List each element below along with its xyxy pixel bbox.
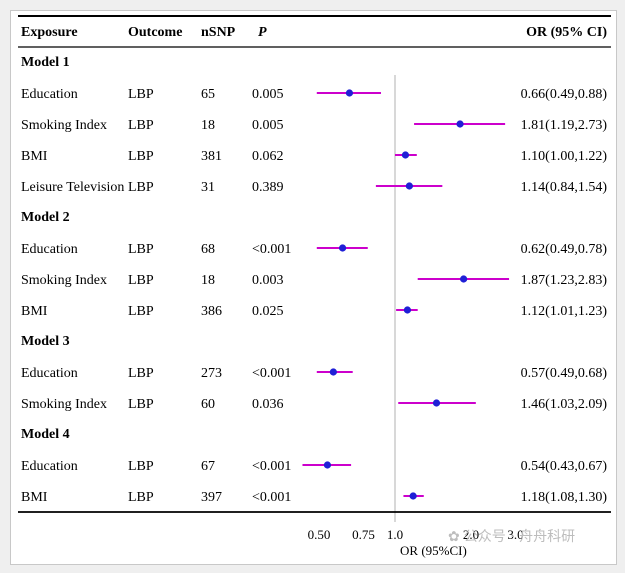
or-ci-label: 1.18(1.08,1.30) — [521, 490, 608, 505]
outcome-cell: LBP — [128, 304, 154, 319]
exposure-cell: Smoking Index — [21, 273, 107, 288]
header-exposure: Exposure — [21, 25, 78, 40]
p-cell: 0.005 — [252, 118, 284, 133]
header-nsnp: nSNP — [201, 25, 236, 40]
or-ci-label: 0.54(0.43,0.67) — [521, 459, 608, 474]
p-cell: 0.003 — [252, 273, 284, 288]
outcome-cell: LBP — [128, 180, 154, 195]
p-cell: 0.036 — [252, 397, 284, 412]
axis-tick-label: 2.0 — [463, 527, 479, 542]
or-point — [401, 151, 410, 159]
or-point — [338, 244, 347, 252]
outcome-cell: LBP — [128, 149, 154, 164]
nsnp-cell: 67 — [201, 459, 215, 474]
or-point — [409, 492, 417, 500]
exposure-cell: Education — [21, 242, 78, 257]
or-ci-label: 1.87(1.23,2.83) — [521, 273, 608, 288]
header-outcome: Outcome — [128, 25, 182, 40]
nsnp-cell: 397 — [201, 490, 222, 505]
or-point — [329, 368, 337, 376]
or-point — [460, 275, 468, 283]
or-ci-label: 1.14(0.84,1.54) — [521, 180, 608, 195]
outcome-cell: LBP — [128, 87, 154, 102]
p-cell: 0.005 — [252, 87, 284, 102]
or-ci-label: 0.66(0.49,0.88) — [521, 87, 608, 102]
axis-tick-label: 3.0 — [507, 527, 523, 542]
p-cell: <0.001 — [252, 459, 291, 474]
or-ci-label: 1.12(1.01,1.23) — [521, 304, 608, 319]
p-cell: <0.001 — [252, 242, 291, 257]
figure-panel — [10, 10, 617, 565]
x-axis-label: OR (95%CI) — [400, 543, 467, 558]
exposure-cell: BMI — [21, 304, 48, 319]
exposure-cell: Education — [21, 459, 78, 474]
axis-tick-label: 1.0 — [387, 527, 403, 542]
group-label: Model 2 — [21, 210, 70, 225]
group-label: Model 3 — [21, 334, 70, 349]
p-cell: <0.001 — [252, 366, 291, 381]
or-ci-label: 1.81(1.19,2.73) — [521, 118, 608, 133]
outcome-cell: LBP — [128, 397, 154, 412]
or-ci-label: 1.46(1.03,2.09) — [521, 397, 608, 412]
outcome-cell: LBP — [128, 118, 154, 133]
p-cell: 0.025 — [252, 304, 284, 319]
nsnp-cell: 68 — [201, 242, 215, 257]
header-or: OR (95% CI) — [526, 25, 607, 40]
or-point — [456, 120, 464, 128]
p-cell: <0.001 — [252, 490, 291, 505]
exposure-cell: Smoking Index — [21, 397, 107, 412]
axis-tick-label: 0.50 — [308, 527, 331, 542]
nsnp-cell: 381 — [201, 149, 222, 164]
exposure-cell: Leisure Television — [21, 180, 124, 195]
outcome-cell: LBP — [128, 366, 154, 381]
or-point — [432, 399, 441, 407]
nsnp-cell: 273 — [201, 366, 222, 381]
nsnp-cell: 65 — [201, 87, 215, 102]
exposure-cell: BMI — [21, 149, 48, 164]
or-point — [323, 461, 332, 469]
exposure-cell: BMI — [21, 490, 48, 505]
or-ci-label: 1.10(1.00,1.22) — [521, 149, 608, 164]
p-cell: 0.062 — [252, 149, 284, 164]
group-label: Model 4 — [21, 427, 70, 442]
nsnp-cell: 18 — [201, 273, 215, 288]
nsnp-cell: 18 — [201, 118, 215, 133]
nsnp-cell: 31 — [201, 180, 215, 195]
or-point — [403, 306, 412, 314]
nsnp-cell: 386 — [201, 304, 222, 319]
or-point — [405, 182, 413, 190]
exposure-cell: Education — [21, 87, 78, 102]
p-cell: 0.389 — [252, 180, 284, 195]
or-point — [345, 89, 354, 97]
or-ci-label: 0.62(0.49,0.78) — [521, 242, 608, 257]
outcome-cell: LBP — [128, 273, 154, 288]
outcome-cell: LBP — [128, 459, 154, 474]
outcome-cell: LBP — [128, 490, 154, 505]
header-p: P — [258, 25, 267, 40]
outcome-cell: LBP — [128, 242, 154, 257]
exposure-cell: Smoking Index — [21, 118, 107, 133]
nsnp-cell: 60 — [201, 397, 215, 412]
or-ci-label: 0.57(0.49,0.68) — [521, 366, 608, 381]
exposure-cell: Education — [21, 366, 78, 381]
group-label: Model 1 — [21, 55, 70, 70]
axis-tick-label: 0.75 — [352, 527, 375, 542]
